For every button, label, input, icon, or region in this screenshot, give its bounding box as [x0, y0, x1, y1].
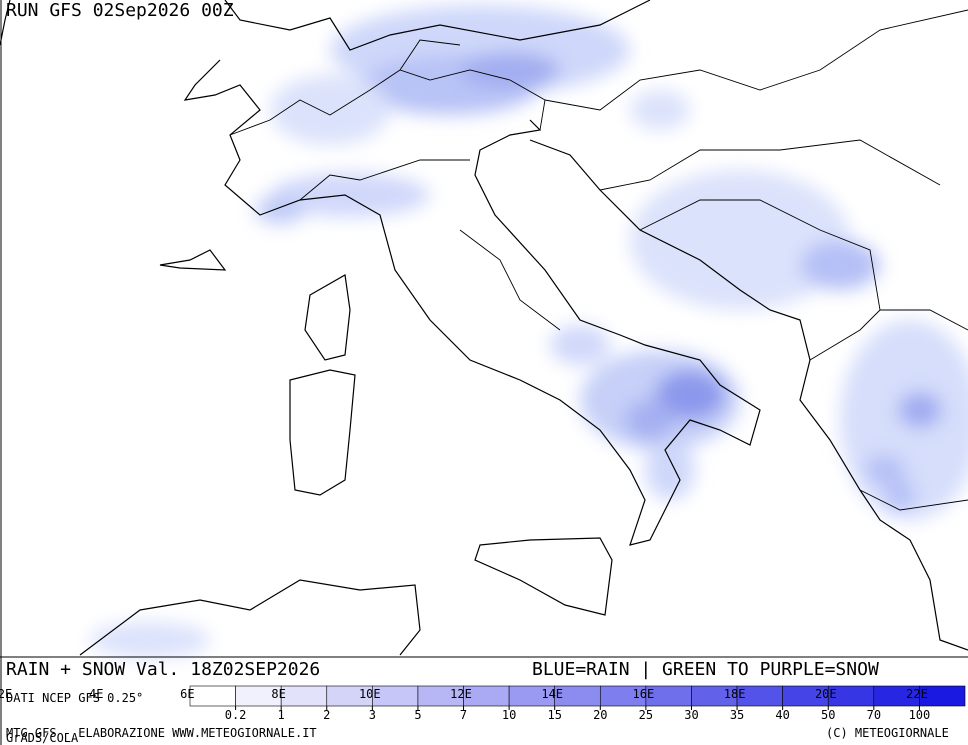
longitude-label: 14E [541, 687, 563, 701]
longitude-label: 4E [89, 687, 103, 701]
scale-label: 10 [502, 708, 516, 722]
copyright: (C) METEOGIORNALE [826, 726, 949, 740]
longitude-label: 2E [0, 687, 12, 701]
scale-label: 30 [684, 708, 698, 722]
scale-label: 15 [547, 708, 561, 722]
scale-label: 1 [278, 708, 285, 722]
borders [229, 9, 968, 511]
software: GrADS/COLA [6, 731, 79, 745]
longitude-label: 22E [906, 687, 928, 701]
credit: MTG-GFS - ELABORAZIONE WWW.METEOGIORNALE… [6, 726, 317, 740]
scale-label: 40 [775, 708, 789, 722]
longitude-label: 8E [271, 687, 285, 701]
coastlines [0, 0, 968, 656]
scale-box [280, 685, 328, 707]
scale-label: 5 [414, 708, 421, 722]
scale-label: 20 [593, 708, 607, 722]
longitude-label: 16E [633, 687, 655, 701]
color-scale: 0.2 1 2 3 5 7 10 15 20 25 30 35 40 50 70 100 [189, 685, 966, 722]
source: DATI NCEP GFS 0.25° [6, 691, 143, 705]
scale-label: 0.2 [225, 708, 247, 722]
scale-box [189, 685, 236, 707]
scale-label: 35 [730, 708, 744, 722]
longitude-label: 10E [359, 687, 381, 701]
title: RAIN + SNOW Val. 18Z02SEP2026 [6, 659, 320, 680]
scale-label: 25 [639, 708, 653, 722]
scale-label: 3 [369, 708, 376, 722]
legend-note: BLUE=RAIN | GREEN TO PURPLE=SNOW [532, 659, 879, 680]
scale-label: 50 [821, 708, 835, 722]
longitude-label: 18E [724, 687, 746, 701]
run-label: RUN GFS 02Sep2026 00Z [6, 0, 234, 21]
scale-label: 100 [909, 708, 931, 722]
precipitation [90, 5, 968, 658]
scale-label: 2 [323, 708, 330, 722]
scale-label: 7 [460, 708, 467, 722]
longitude-labels: 2E 4E 6E 8E 10E 12E 14E 16E 18E 20E 22E [0, 687, 928, 701]
longitude-label: 12E [450, 687, 472, 701]
longitude-label: 20E [815, 687, 837, 701]
longitude-label: 6E [180, 687, 194, 701]
scale-label: 70 [867, 708, 881, 722]
scale-box [919, 685, 966, 707]
